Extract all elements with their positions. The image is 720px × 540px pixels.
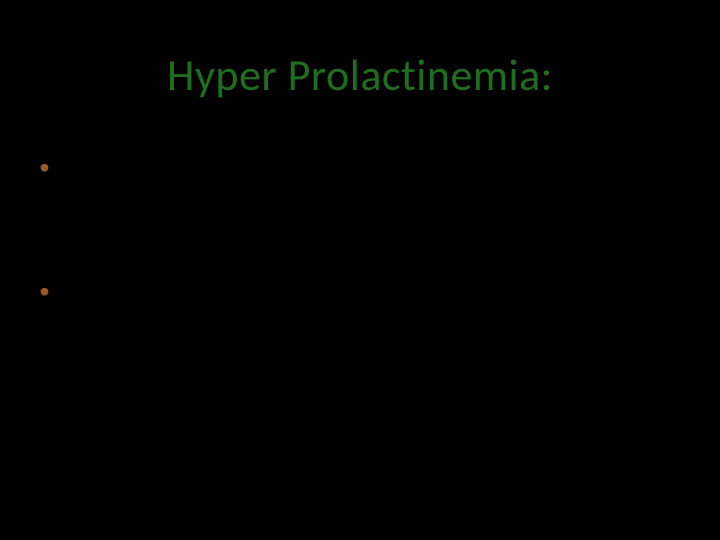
bullet-item-1: • In males : Sexual impotency [35, 274, 685, 308]
slide-title: Hyper Prolactinemia: [35, 48, 685, 102]
bullet-marker-icon: • [39, 150, 50, 184]
bullet-1-seg-1: : Sexual impotency [165, 273, 378, 308]
bullet-1-seg-0: In males [64, 273, 166, 308]
bullet-item-0: • In females: Amenorrhoea Galactorrhoea … [35, 150, 685, 218]
slide-container: Hyper Prolactinemia: • In females: Ameno… [0, 0, 720, 540]
bullet-0-seg-0: In females: [64, 149, 188, 184]
bullet-marker-icon: • [39, 274, 50, 308]
bullet-text-0: In females: Amenorrhoea Galactorrhoea sy… [64, 150, 685, 218]
bullet-text-1: In males : Sexual impotency [64, 274, 379, 308]
